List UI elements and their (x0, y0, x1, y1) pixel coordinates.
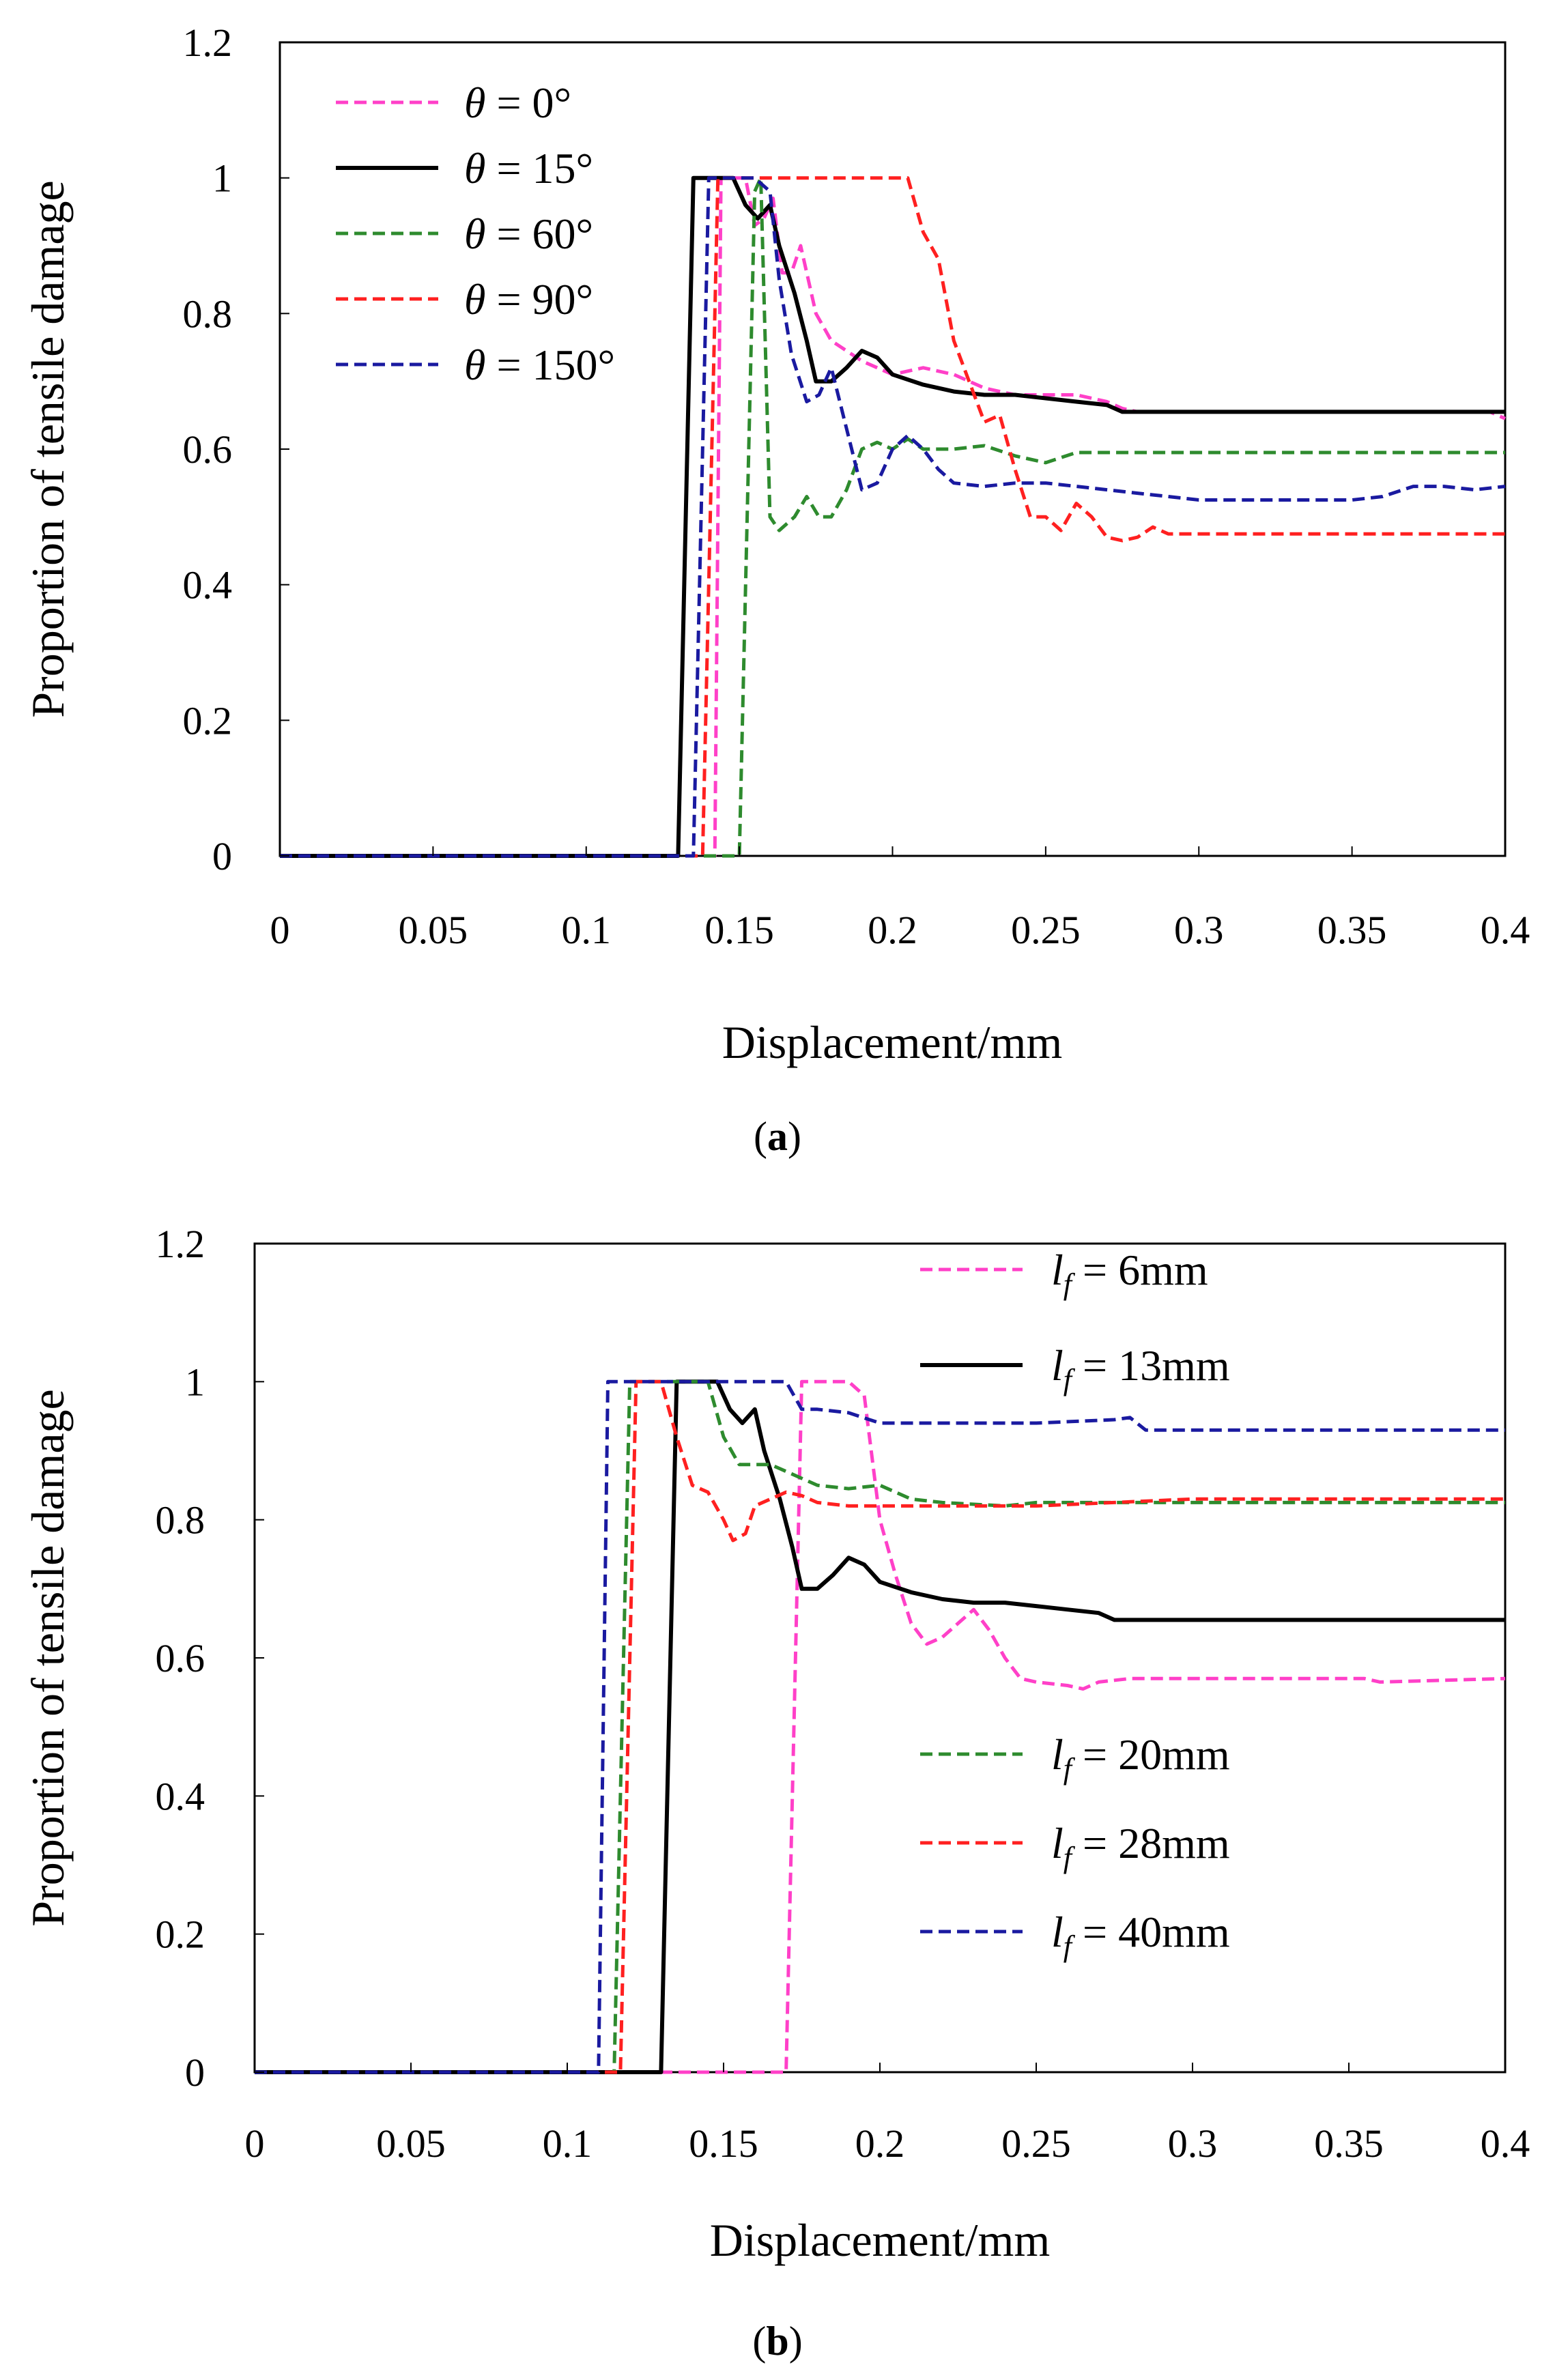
x-axis-title-b: Displacement/mm (710, 2214, 1051, 2266)
legend-rest: = 60° (485, 210, 593, 258)
series-line-b-4 (255, 1379, 1505, 2074)
y-axis-title-b: Proportion of tensile damage (22, 1389, 74, 1926)
legend-b-top: lf = 6mm lf = 13mm (920, 1246, 1230, 1396)
x-tick-label-a: 0.05 (399, 908, 468, 952)
legend-symbol: θ (464, 275, 485, 324)
series-line-b-2 (255, 1379, 1505, 2074)
legend-symbol: θ (464, 144, 485, 192)
x-tick-label-a: 0.25 (1011, 908, 1081, 952)
legend-rest: = 0° (485, 78, 571, 127)
series-line-a-2 (280, 176, 1505, 858)
y-tick-label-b: 0.6 (156, 1636, 205, 1680)
y-tick-label-b: 0.4 (156, 1774, 205, 1818)
legend-a: θ = 0°θ = 15°θ = 60°θ = 90°θ = 150° (336, 78, 615, 389)
series-group-b (255, 1379, 1506, 2074)
legend-label-a: θ = 60° (464, 210, 593, 258)
series-line-b-0 (255, 1379, 1506, 2074)
legend-label-b: lf = 6mm (1051, 1246, 1208, 1301)
series-line-b-3 (255, 1379, 1505, 2074)
legend-symbol: θ (464, 341, 485, 389)
ticks-b: 0 0.05 0.1 0.15 0.2 0.25 0.3 0.35 0.4 0 0.2 0.4 0.6 0… (156, 1222, 1530, 2166)
series-line-a-4 (280, 176, 1506, 858)
legend-symbol: θ (464, 78, 485, 127)
legend-symbol: l (1051, 1908, 1064, 1956)
y-tick-label-a: 1 (212, 156, 232, 201)
y-tick-label-a: 0.2 (183, 698, 233, 743)
plot-area-b (253, 1242, 1507, 2074)
legend-rest: = 15° (485, 144, 593, 192)
y-tick-label-a: 0.6 (183, 427, 233, 472)
x-axis-title-a: Displacement/mm (722, 1016, 1063, 1068)
series-line-a-1 (280, 175, 1505, 858)
legend-rest: = 150° (485, 341, 615, 389)
legend-rest: = 28mm (1072, 1819, 1230, 1867)
x-tick-label-b: 0.2 (855, 2121, 905, 2166)
y-tick-label-a: 0.4 (183, 563, 233, 607)
x-tick-label-b: 0.3 (1168, 2121, 1218, 2166)
caption-b: (b) (752, 2319, 802, 2364)
y-tick-label-b: 1.2 (156, 1222, 205, 1266)
y-axis-title-a: Proportion of tensile damage (22, 180, 74, 717)
legend-rest: = 20mm (1072, 1730, 1230, 1779)
series-line-a-3 (280, 176, 1505, 858)
legend-rest: = 13mm (1072, 1341, 1230, 1390)
x-tick-label-b: 0 (245, 2121, 265, 2166)
legend-rest: = 6mm (1072, 1246, 1208, 1294)
legend-rest: = 90° (485, 275, 593, 324)
legend-label-b: lf = 28mm (1051, 1819, 1230, 1874)
x-tick-label-b: 0.25 (1001, 2121, 1071, 2166)
legend-label-b: lf = 20mm (1051, 1730, 1230, 1786)
y-tick-label-a: 1.2 (183, 20, 233, 65)
x-tick-label-a: 0.15 (704, 908, 774, 952)
legend-label-b: lf = 13mm (1051, 1341, 1230, 1396)
x-tick-label-b: 0.35 (1314, 2121, 1384, 2166)
chart-panel-a: 0 0.05 0.1 0.15 0.2 0.25 0.3 0.35 0.4 0 0.2 0.4 0.6 0… (22, 20, 1530, 1068)
y-tick-label-b: 0.8 (156, 1498, 205, 1543)
series-line-b-1 (255, 1379, 1505, 2074)
x-tick-label-b: 0.1 (543, 2121, 593, 2166)
y-tick-label-b: 1 (185, 1360, 205, 1404)
x-tick-label-a: 0.4 (1481, 908, 1530, 952)
x-tick-label-a: 0 (270, 908, 290, 952)
series-group-a (280, 175, 1507, 858)
x-tick-label-a: 0.1 (562, 908, 612, 952)
legend-label-a: θ = 0° (464, 78, 571, 127)
ticks-a: 0 0.05 0.1 0.15 0.2 0.25 0.3 0.35 0.4 0 0.2 0.4 0.6 0… (183, 20, 1530, 952)
y-tick-label-a: 0 (212, 834, 232, 878)
legend-label-a: θ = 15° (464, 144, 593, 192)
y-tick-label-b: 0 (185, 2050, 205, 2095)
chart-panel-b: 0 0.05 0.1 0.15 0.2 0.25 0.3 0.35 0.4 0 0.2 0.4 0.6 0… (22, 1222, 1530, 2266)
legend-label-b: lf = 40mm (1051, 1908, 1230, 1963)
caption-a: (a) (754, 1114, 801, 1159)
y-tick-label-b: 0.2 (156, 1912, 205, 1957)
legend-symbol: l (1051, 1819, 1064, 1867)
legend-label-a: θ = 150° (464, 341, 615, 389)
x-tick-label-b: 0.15 (689, 2121, 758, 2166)
legend-rest: = 40mm (1072, 1908, 1230, 1956)
caption-b-letter: b (766, 2319, 788, 2364)
legend-label-a: θ = 90° (464, 275, 593, 324)
x-tick-label-a: 0.2 (868, 908, 917, 952)
x-tick-label-b: 0.05 (376, 2121, 446, 2166)
caption-a-letter: a (767, 1114, 788, 1159)
legend-symbol: l (1051, 1730, 1064, 1779)
legend-symbol: l (1051, 1246, 1064, 1294)
legend-b-bottom: lf = 20mm lf = 28mm lf = 40mm (920, 1730, 1230, 1963)
x-tick-label-a: 0.3 (1174, 908, 1224, 952)
plot-frame-b (253, 1242, 1507, 2074)
x-tick-label-a: 0.35 (1317, 908, 1387, 952)
x-tick-label-b: 0.4 (1481, 2121, 1530, 2166)
y-tick-label-a: 0.8 (183, 291, 233, 336)
legend-symbol: l (1051, 1341, 1064, 1390)
legend-symbol: θ (464, 210, 485, 258)
